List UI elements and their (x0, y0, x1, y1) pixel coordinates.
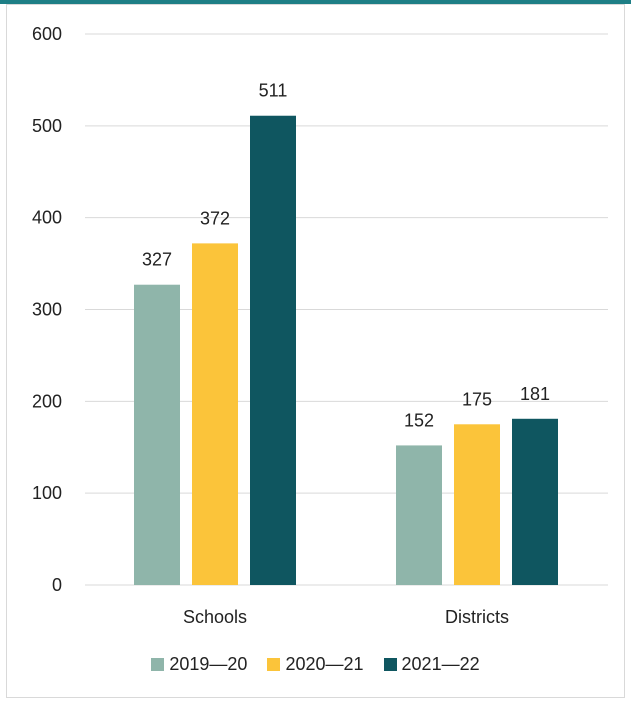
legend-label: 2021—22 (401, 654, 480, 674)
y-tick-label: 400 (32, 208, 62, 228)
legend-swatch (151, 658, 165, 671)
data-label: 327 (142, 250, 172, 270)
bar (192, 243, 238, 585)
legend-item: 2021—22 (383, 654, 480, 675)
y-axis-tick-labels: 0 100 200 300 400 500 600 (32, 24, 62, 595)
data-label: 511 (259, 81, 288, 101)
legend-swatch (383, 658, 397, 671)
legend-label: 2020—21 (285, 654, 364, 674)
y-tick-label: 200 (32, 391, 62, 411)
data-label: 152 (404, 410, 434, 430)
y-tick-label: 600 (32, 24, 62, 44)
bar (512, 418, 558, 585)
bar (250, 115, 296, 586)
y-tick-label: 100 (32, 483, 62, 503)
y-tick-label: 0 (52, 575, 62, 595)
data-label: 181 (520, 384, 550, 404)
category-label: Schools (183, 607, 247, 627)
bar-chart: 0 100 200 300 400 500 600 327 372 511 152 175 181 S… (32, 24, 608, 627)
bar (134, 284, 180, 585)
bar (396, 445, 442, 585)
legend-swatch (267, 658, 281, 671)
header-accent-strip (0, 0, 631, 4)
data-labels: 327 372 511 152 175 181 (142, 81, 550, 431)
data-label: 372 (200, 208, 230, 228)
legend-item: 2019—20 (151, 654, 247, 675)
legend-item: 2020—21 (267, 654, 364, 675)
data-label: 175 (462, 389, 492, 409)
y-tick-label: 500 (32, 116, 62, 136)
legend-label: 2019—20 (169, 654, 248, 674)
category-labels: Schools Districts (183, 607, 509, 627)
category-label: Districts (445, 607, 509, 627)
y-tick-label: 300 (32, 300, 62, 320)
bars (134, 115, 558, 586)
chart-legend: 2019—20 2020—21 2021—22 (0, 654, 631, 675)
bar (454, 424, 500, 585)
